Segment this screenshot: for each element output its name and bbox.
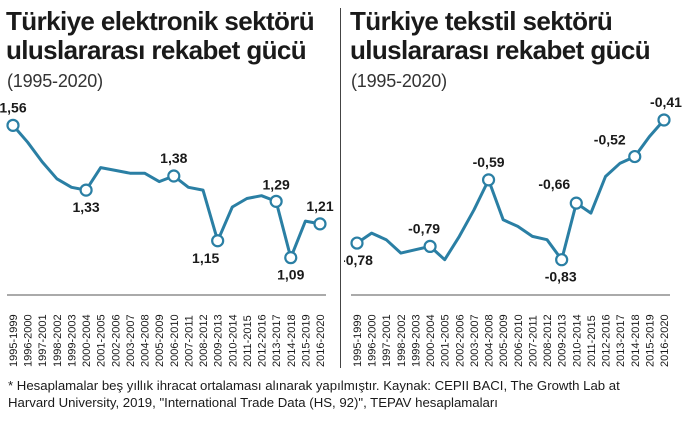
x-tick-label: 2006-2010 bbox=[169, 314, 181, 367]
data-point-marker bbox=[423, 239, 437, 253]
data-point-marker bbox=[79, 183, 93, 197]
data-label: 1,15 bbox=[192, 250, 219, 266]
chart-title-line-1: Türkiye elektronik sektörü bbox=[6, 6, 315, 36]
x-tick-label: 2006-2010 bbox=[513, 314, 525, 367]
x-tick-label: 2015-2019 bbox=[300, 314, 312, 367]
x-tick-label: 2011-2015 bbox=[242, 315, 254, 367]
x-tick-label: 1996-2000 bbox=[367, 314, 379, 367]
data-point-marker bbox=[269, 194, 283, 208]
data-point-marker bbox=[569, 196, 583, 210]
data-point-marker bbox=[555, 253, 569, 267]
data-label: -0,41 bbox=[650, 94, 682, 110]
x-tick-label: 2005-2009 bbox=[498, 314, 510, 367]
data-point-marker bbox=[6, 118, 20, 132]
x-tick-label: 2007-2011 bbox=[527, 315, 539, 367]
x-tick-label: 2001-2005 bbox=[96, 314, 108, 367]
x-tick-label: 2010-2014 bbox=[571, 314, 583, 367]
x-tick-label: 2007-2011 bbox=[183, 315, 195, 367]
data-label: 1,21 bbox=[306, 198, 333, 214]
data-point-marker bbox=[628, 149, 642, 164]
x-tick-label: 2000-2004 bbox=[425, 314, 437, 367]
data-label: -0,78 bbox=[344, 252, 373, 268]
series-line bbox=[11, 123, 322, 260]
x-tick-label: 2016-2020 bbox=[315, 314, 327, 367]
x-tick-label: 1997-2001 bbox=[37, 314, 49, 367]
data-label: 1,56 bbox=[0, 99, 27, 115]
footnote-line-2: Harvard University, 2019, "International… bbox=[8, 395, 498, 410]
x-tick-label: 2014-2018 bbox=[286, 314, 298, 367]
data-point-marker bbox=[481, 173, 496, 187]
x-tick-label: 2000-2004 bbox=[81, 314, 93, 367]
x-tick-label: 2003-2007 bbox=[469, 314, 481, 367]
x-tick-label: 2009-2013 bbox=[213, 314, 225, 367]
data-label: -0,79 bbox=[408, 220, 440, 236]
data-point-marker bbox=[350, 236, 364, 250]
x-tick-label: 2016-2020 bbox=[659, 314, 671, 367]
data-label: -0,66 bbox=[538, 176, 570, 192]
x-tick-label: 2004-2008 bbox=[484, 314, 496, 367]
x-tick-label: 2008-2012 bbox=[542, 314, 554, 367]
x-tick-label: 2014-2018 bbox=[630, 314, 642, 367]
panel-divider bbox=[340, 8, 341, 368]
footnote: * Hesaplamalar beş yıllık ihracat ortala… bbox=[8, 377, 683, 411]
data-label: -0,83 bbox=[545, 269, 577, 285]
x-tick-label: 2005-2009 bbox=[154, 314, 166, 367]
x-tick-label: 2004-2008 bbox=[140, 314, 152, 367]
chart-title: Türkiye tekstil sektörü uluslararası rek… bbox=[350, 7, 680, 65]
footnote-line-1: * Hesaplamalar beş yıllık ihracat ortala… bbox=[8, 378, 620, 393]
x-tick-label: 1999-2003 bbox=[66, 314, 78, 367]
x-tick-label: 2012-2016 bbox=[601, 314, 613, 367]
textile-line-chart: -0,78 -0,79 -0,59 -0,83 -0,66 -0,52 -0,41 1995-… bbox=[344, 94, 682, 367]
data-label: 1,38 bbox=[160, 150, 187, 166]
x-tick-label: 2001-2005 bbox=[440, 314, 452, 367]
chart-title-line-1: Türkiye tekstil sektörü bbox=[350, 6, 613, 36]
data-label: -0,59 bbox=[473, 154, 505, 170]
x-tick-label: 1998-2002 bbox=[396, 314, 408, 367]
chart-subtitle: (1995-2020) bbox=[351, 71, 447, 91]
data-label: 1,09 bbox=[277, 267, 304, 283]
x-tick-label: 2010-2014 bbox=[227, 314, 239, 367]
data-point-marker bbox=[313, 217, 327, 231]
x-tick-label: 1997-2001 bbox=[381, 314, 393, 367]
x-tick-label: 2008-2012 bbox=[198, 314, 210, 367]
x-tick-label: 2011-2015 bbox=[586, 315, 598, 367]
x-tick-label: 2002-2006 bbox=[454, 314, 466, 367]
chart-panel-electronics: Türkiye elektronik sektörü uluslararası … bbox=[0, 0, 340, 372]
x-tick-label: 1995-1999 bbox=[8, 314, 20, 367]
chart-title-line-2: uluslararası rekabet gücü bbox=[6, 35, 307, 65]
x-tick-label: 1998-2002 bbox=[52, 314, 64, 367]
x-tick-label: 2009-2013 bbox=[557, 314, 569, 367]
series-line bbox=[355, 118, 666, 262]
x-tick-label: 1999-2003 bbox=[410, 314, 422, 367]
x-tick-label: 1996-2000 bbox=[23, 314, 35, 367]
x-tick-label: 2002-2006 bbox=[110, 314, 122, 367]
data-label: 1,29 bbox=[263, 176, 290, 192]
chart-panel-textile: Türkiye tekstil sektörü uluslararası rek… bbox=[344, 0, 684, 372]
data-point-marker bbox=[284, 251, 298, 265]
x-tick-label: 2003-2007 bbox=[125, 314, 137, 367]
chart-subtitle: (1995-2020) bbox=[7, 71, 103, 91]
data-point-marker bbox=[211, 234, 225, 248]
data-label: 1,33 bbox=[72, 199, 99, 215]
chart-title-line-2: uluslararası rekabet gücü bbox=[350, 35, 651, 65]
data-label: -0,52 bbox=[594, 132, 626, 148]
x-tick-label: 2013-2017 bbox=[615, 314, 627, 367]
data-point-marker bbox=[167, 169, 181, 183]
x-tick-label: 2013-2017 bbox=[271, 314, 283, 367]
x-tick-label: 1995-1999 bbox=[352, 314, 364, 367]
x-tick-label: 2012-2016 bbox=[257, 314, 269, 367]
data-point-marker bbox=[657, 113, 671, 127]
chart-title: Türkiye elektronik sektörü uluslararası … bbox=[6, 7, 336, 65]
x-tick-label: 2015-2019 bbox=[644, 314, 656, 367]
